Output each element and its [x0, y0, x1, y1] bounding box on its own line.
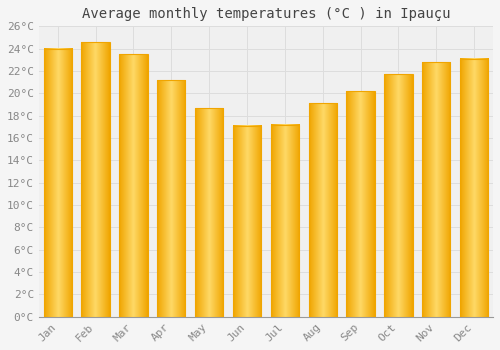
Title: Average monthly temperatures (°C ) in Ipauçu: Average monthly temperatures (°C ) in Ip…: [82, 7, 450, 21]
Bar: [422, 62, 450, 317]
Bar: [157, 80, 186, 317]
Bar: [270, 125, 299, 317]
Bar: [384, 74, 412, 317]
Bar: [308, 103, 337, 317]
Bar: [346, 91, 375, 317]
Bar: [460, 59, 488, 317]
Bar: [119, 54, 148, 317]
Bar: [82, 42, 110, 317]
Bar: [233, 126, 261, 317]
Bar: [44, 49, 72, 317]
Bar: [195, 108, 224, 317]
